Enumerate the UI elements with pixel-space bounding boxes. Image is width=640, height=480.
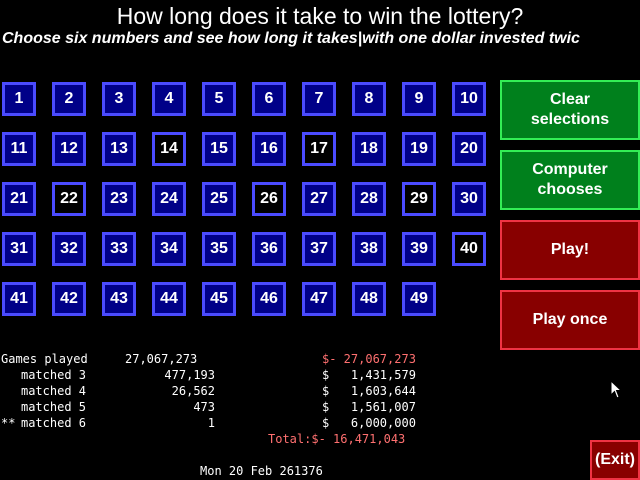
number-26-button[interactable]: 26 [252, 182, 286, 216]
game-date: Mon 20 Feb 261376 [200, 464, 323, 478]
clear-selections-label-line1: Clear [549, 91, 590, 108]
number-11-button[interactable]: 11 [2, 132, 36, 166]
clear-selections-button[interactable]: Clear selections [500, 80, 640, 140]
matched-4-label: matched 4 [20, 384, 86, 398]
number-49-button[interactable]: 49 [402, 282, 436, 316]
number-12-button[interactable]: 12 [52, 132, 86, 166]
number-42-button[interactable]: 42 [52, 282, 86, 316]
matched-6-amount: $ 6,000,000 [322, 416, 416, 430]
games-played-count: 27,067,273 [125, 352, 198, 366]
matched-5-amount: $ 1,561,007 [322, 400, 416, 414]
number-10-button[interactable]: 10 [452, 82, 486, 116]
number-17-button[interactable]: 17 [302, 132, 336, 166]
number-8-button[interactable]: 8 [352, 82, 386, 116]
matched-4-count: 26,562 [171, 384, 215, 398]
number-36-button[interactable]: 36 [252, 232, 286, 266]
number-32-button[interactable]: 32 [52, 232, 86, 266]
exit-button[interactable]: (Exit) [590, 440, 640, 480]
clear-selections-label-line2: selections [530, 111, 610, 128]
number-4-button[interactable]: 4 [152, 82, 186, 116]
number-47-button[interactable]: 47 [302, 282, 336, 316]
number-grid: 1 2 3 4 5 6 7 8 9 10 11 12 13 14 15 16 17 18 19 20 21 22 23 24 2… [2, 82, 486, 316]
page-title: How long does it take to win the lottery… [116, 3, 524, 29]
matched-3-label: matched 3 [20, 368, 86, 382]
number-5-button[interactable]: 5 [202, 82, 236, 116]
number-43-button[interactable]: 43 [102, 282, 136, 316]
computer-chooses-label-line2: chooses [537, 181, 603, 198]
number-6-button[interactable]: 6 [252, 82, 286, 116]
number-40-button[interactable]: 40 [452, 232, 486, 266]
matched-3-count: 477,193 [164, 368, 215, 382]
number-29-button[interactable]: 29 [402, 182, 436, 216]
number-19-button[interactable]: 19 [402, 132, 436, 166]
number-31-button[interactable]: 31 [2, 232, 36, 266]
number-25-button[interactable]: 25 [202, 182, 236, 216]
number-23-button[interactable]: 23 [102, 182, 136, 216]
number-38-button[interactable]: 38 [352, 232, 386, 266]
computer-chooses-label-line1: Computer [532, 161, 608, 178]
number-35-button[interactable]: 35 [202, 232, 236, 266]
number-22-button[interactable]: 22 [52, 182, 86, 216]
matched-6-label: matched 6 [20, 416, 86, 430]
number-28-button[interactable]: 28 [352, 182, 386, 216]
matched-5-count: 473 [193, 400, 215, 414]
games-played-amount: $- 27,067,273 [322, 352, 416, 366]
number-24-button[interactable]: 24 [152, 182, 186, 216]
number-13-button[interactable]: 13 [102, 132, 136, 166]
play-once-button[interactable]: Play once [500, 290, 640, 350]
number-30-button[interactable]: 30 [452, 182, 486, 216]
matched-6-count: 1 [207, 416, 215, 430]
matched-5-label: matched 5 [20, 400, 86, 414]
games-played-label: Games played [1, 352, 88, 366]
matched-3-amount: $ 1,431,579 [322, 368, 416, 382]
total-amount: Total:$- 16,471,043 [268, 432, 406, 446]
number-7-button[interactable]: 7 [302, 82, 336, 116]
number-14-button[interactable]: 14 [152, 132, 186, 166]
matched-4-amount: $ 1,603,644 [322, 384, 416, 398]
play-button[interactable]: Play! [500, 220, 640, 280]
number-34-button[interactable]: 34 [152, 232, 186, 266]
number-9-button[interactable]: 9 [402, 82, 436, 116]
number-41-button[interactable]: 41 [2, 282, 36, 316]
number-48-button[interactable]: 48 [352, 282, 386, 316]
number-3-button[interactable]: 3 [102, 82, 136, 116]
matched-6-marker: ** [1, 416, 16, 430]
number-20-button[interactable]: 20 [452, 132, 486, 166]
number-39-button[interactable]: 39 [402, 232, 436, 266]
number-44-button[interactable]: 44 [152, 282, 186, 316]
number-45-button[interactable]: 45 [202, 282, 236, 316]
number-37-button[interactable]: 37 [302, 232, 336, 266]
number-27-button[interactable]: 27 [302, 182, 336, 216]
number-18-button[interactable]: 18 [352, 132, 386, 166]
number-16-button[interactable]: 16 [252, 132, 286, 166]
computer-chooses-button[interactable]: Computer chooses [500, 150, 640, 210]
number-33-button[interactable]: 33 [102, 232, 136, 266]
number-2-button[interactable]: 2 [52, 82, 86, 116]
number-46-button[interactable]: 46 [252, 282, 286, 316]
number-1-button[interactable]: 1 [2, 82, 36, 116]
mouse-pointer-icon [610, 380, 622, 399]
number-21-button[interactable]: 21 [2, 182, 36, 216]
page-subtitle: Choose six numbers and see how long it t… [2, 30, 580, 47]
number-15-button[interactable]: 15 [202, 132, 236, 166]
